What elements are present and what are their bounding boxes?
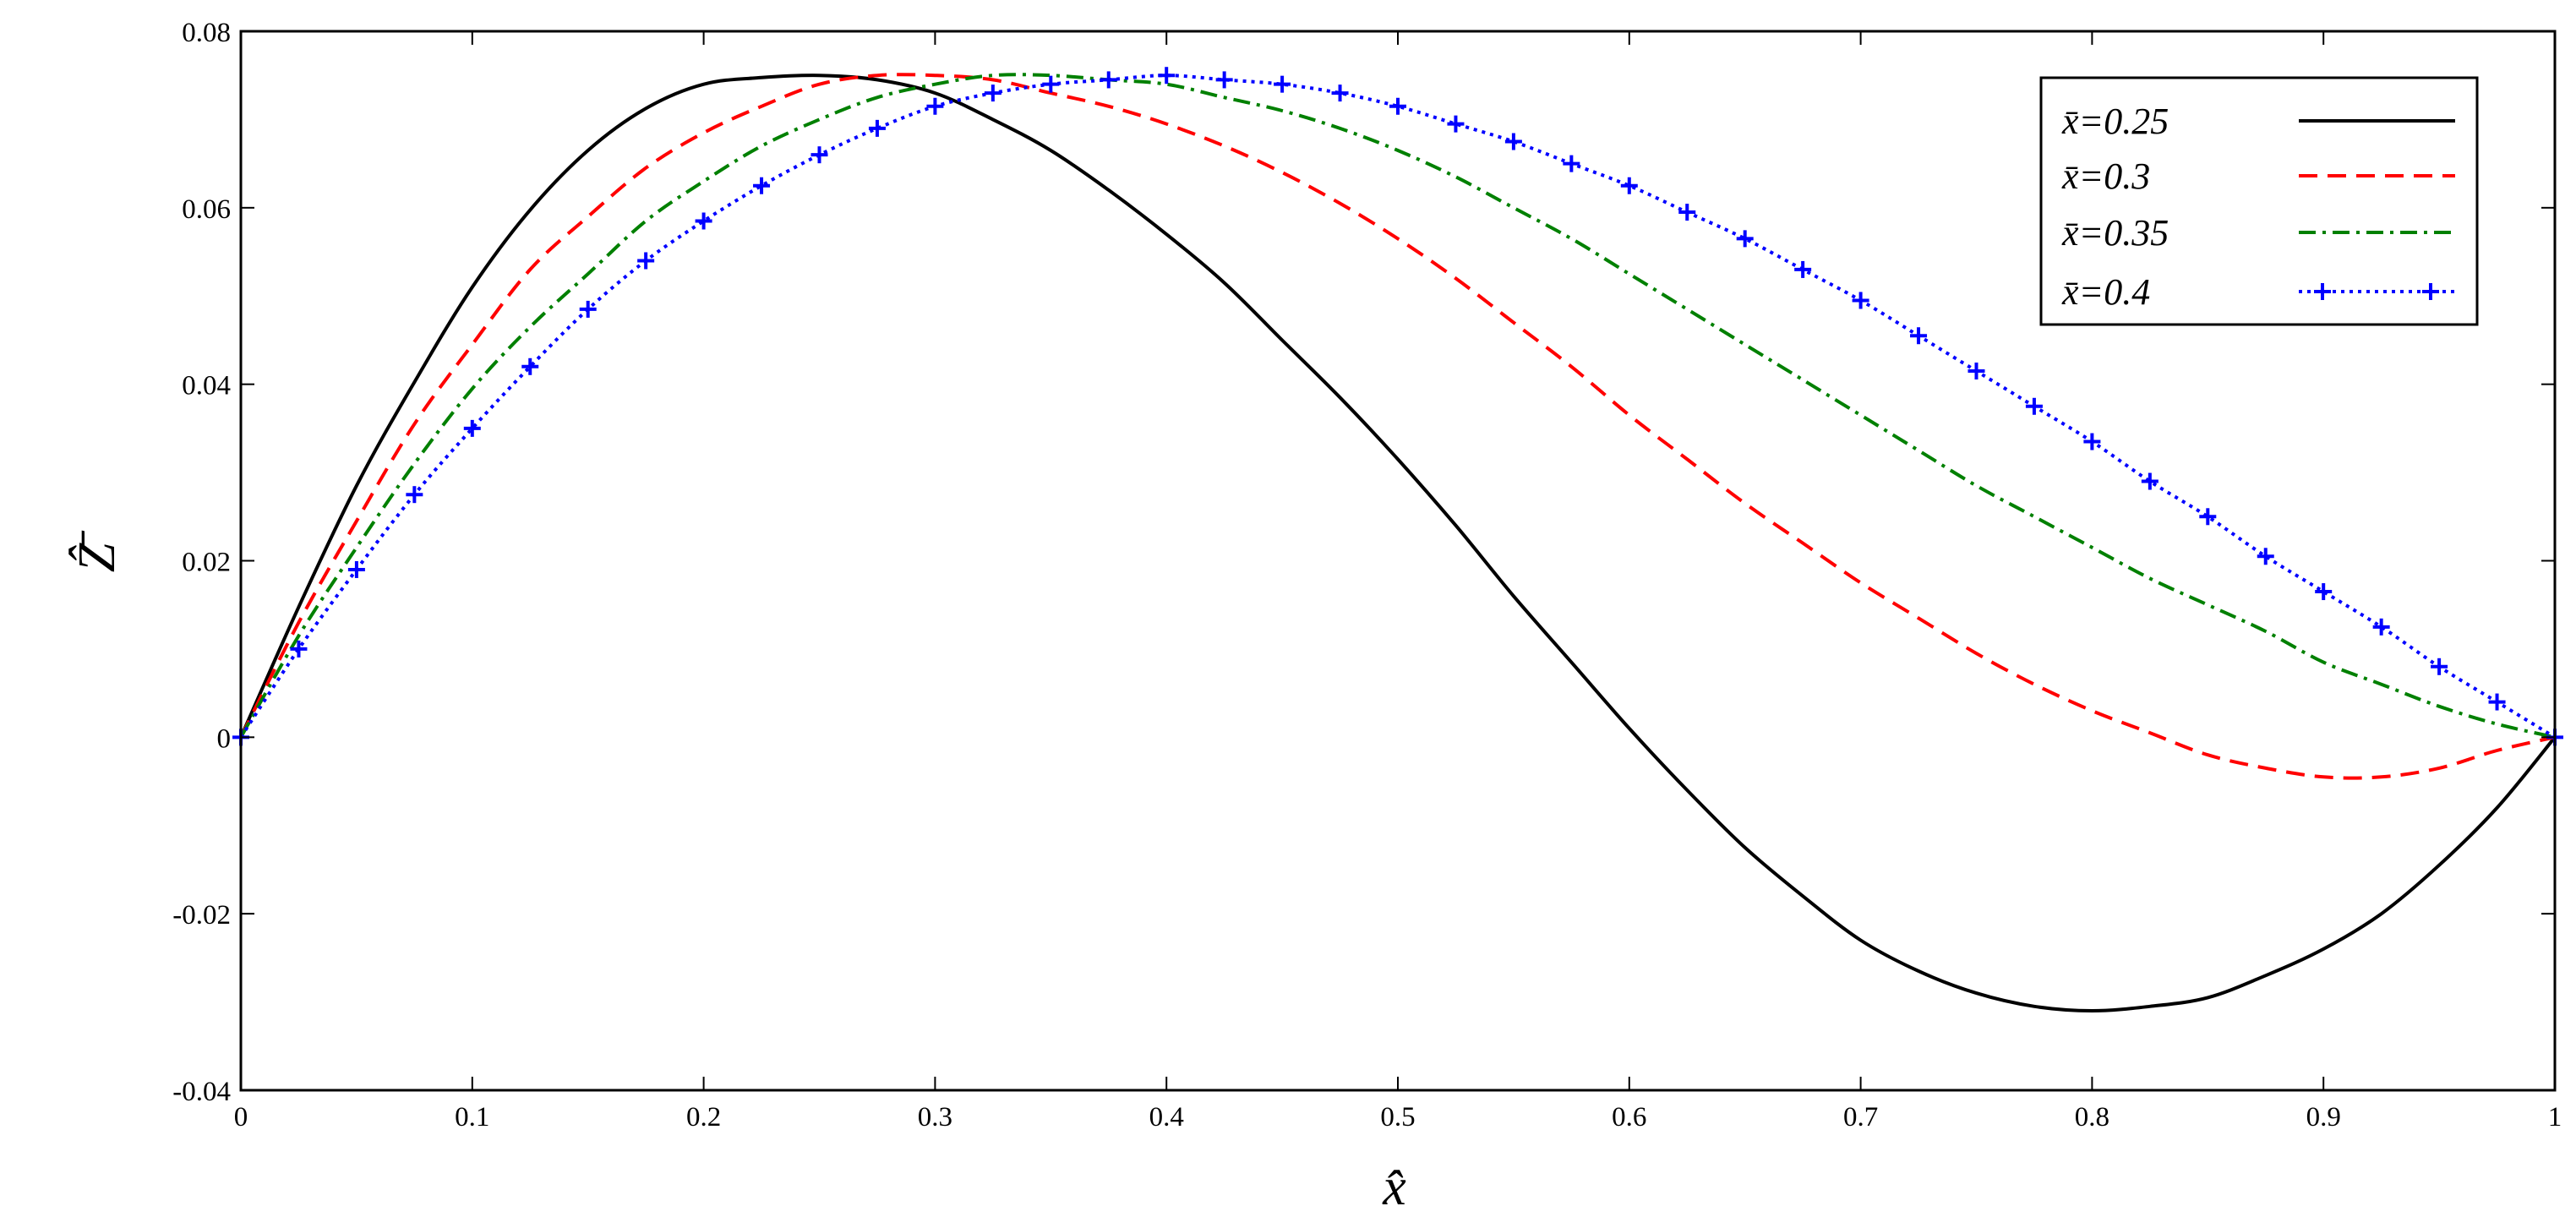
data-point-marker xyxy=(1274,75,1291,93)
series-xbar-0-25-line xyxy=(239,74,2557,1012)
legend: x̄=0.25 x̄=0.3 x̄=0.35 x̄=0.4 xyxy=(2039,76,2479,326)
data-point-marker xyxy=(1620,177,1638,194)
x-tick-label: 0.1 xyxy=(455,1102,489,1132)
data-point-marker xyxy=(637,252,655,270)
legend-label: x̄=0.4 xyxy=(2061,271,2150,313)
data-point-marker xyxy=(926,97,944,115)
y-tick-label: 0.08 xyxy=(182,18,231,48)
x-tick-label: 0.8 xyxy=(2075,1102,2109,1132)
x-tick-label: 0 xyxy=(234,1102,248,1132)
ticks-layer xyxy=(240,30,2556,1091)
legend-marker xyxy=(2314,283,2331,300)
legend-label: x̄=0.25 xyxy=(2061,101,2169,142)
data-point-marker xyxy=(868,119,886,137)
x-tick-label: 1 xyxy=(2548,1102,2562,1132)
data-point-marker xyxy=(1158,67,1176,85)
legend-marker xyxy=(2422,283,2439,300)
data-point-marker xyxy=(1100,71,1117,89)
x-tick-label: 0.4 xyxy=(1149,1102,1184,1132)
data-point-marker xyxy=(1447,115,1465,133)
x-tick-labels: 0 0.1 0.2 0.3 0.4 0.5 0.6 0.7 0.8 0.9 1 xyxy=(234,1102,2562,1132)
y-tick-label: 0.02 xyxy=(182,548,231,578)
data-point-marker xyxy=(810,146,828,164)
data-point-marker xyxy=(1678,204,1696,221)
data-point-marker xyxy=(2083,433,2101,450)
x-tick-label: 0.5 xyxy=(1380,1102,1415,1132)
x-axis-title: x̂ xyxy=(1382,1159,1406,1216)
data-point-marker xyxy=(406,486,423,504)
series-xbar-0-35-line xyxy=(239,73,2556,739)
x-tick-label: 0.3 xyxy=(918,1102,952,1132)
series-layer xyxy=(232,67,2563,1012)
data-point-marker xyxy=(1563,155,1580,172)
data-point-marker xyxy=(2315,583,2333,601)
data-point-marker xyxy=(1504,133,1522,150)
data-point-marker xyxy=(1910,327,1928,345)
data-point-marker xyxy=(2141,472,2158,490)
series-xbar-0-4-markers xyxy=(232,67,2563,746)
y-tick-label: -0.02 xyxy=(172,900,231,930)
data-point-marker xyxy=(1215,71,1233,89)
x-tick-label: 0.6 xyxy=(1612,1102,1646,1132)
y-tick-labels: -0.04 -0.02 0 0.02 0.04 0.06 0.08 xyxy=(172,18,231,1107)
data-point-marker xyxy=(2372,618,2390,636)
data-point-marker xyxy=(2025,397,2043,415)
data-point-marker xyxy=(2257,548,2274,565)
data-point-marker xyxy=(521,357,539,375)
data-point-marker xyxy=(1331,85,1349,102)
x-tick-label: 0.2 xyxy=(686,1102,721,1132)
data-point-marker xyxy=(984,85,1001,102)
series-xbar-0-4-line xyxy=(239,74,2557,739)
data-point-marker xyxy=(2199,508,2217,526)
data-point-marker xyxy=(2488,693,2506,711)
data-point-marker xyxy=(2431,658,2448,675)
data-point-marker xyxy=(1389,97,1406,115)
data-point-marker xyxy=(1042,75,1060,93)
y-tick-label: 0 xyxy=(217,723,232,754)
data-point-marker xyxy=(1794,260,1812,278)
data-point-marker xyxy=(290,640,308,658)
y-tick-label: -0.04 xyxy=(172,1077,231,1107)
legend-label: x̄=0.35 xyxy=(2061,212,2169,254)
data-point-marker xyxy=(347,560,365,578)
data-point-marker xyxy=(1967,363,1985,380)
data-point-marker xyxy=(753,177,771,194)
y-tick-label: 0.04 xyxy=(182,371,231,401)
data-point-marker xyxy=(1736,230,1754,248)
data-point-marker xyxy=(579,300,597,318)
series-xbar-0-3-line xyxy=(239,73,2556,780)
x-tick-label: 0.9 xyxy=(2306,1102,2341,1132)
legend-label: x̄=0.3 xyxy=(2061,156,2150,197)
data-point-marker xyxy=(463,419,481,437)
y-tick-label: 0.06 xyxy=(182,194,231,225)
data-point-marker xyxy=(1852,292,1869,309)
data-point-marker xyxy=(695,212,712,230)
x-tick-label: 0.7 xyxy=(1843,1102,1878,1132)
legend-box xyxy=(2039,76,2479,326)
